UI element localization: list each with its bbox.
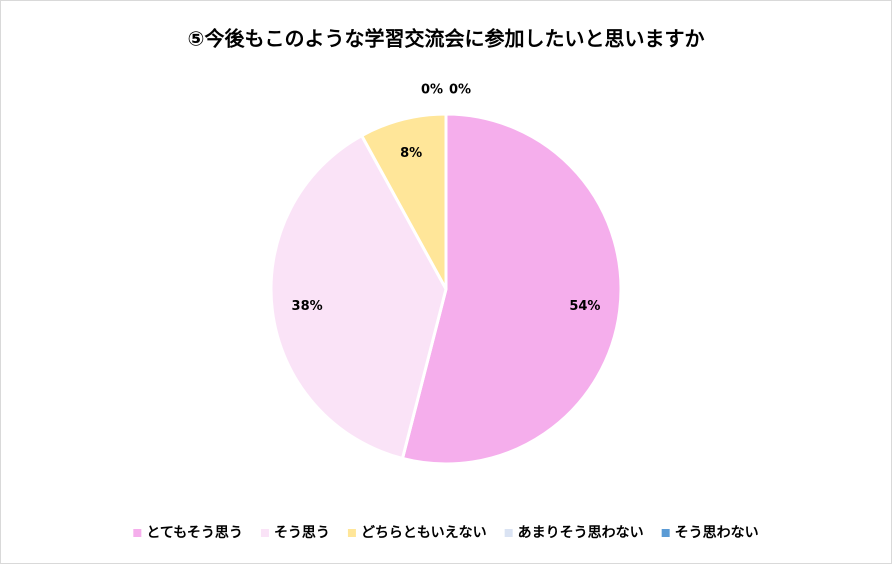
legend: とてもそう思う そう思う どちらともいえない あまりそう思わない そう思わない xyxy=(133,525,759,541)
data-label: 8% xyxy=(400,146,422,161)
chart-title: ⑤今後もこのような学習交流会に参加したいと思いますか xyxy=(188,27,705,51)
legend-marker xyxy=(133,529,142,537)
legend-marker xyxy=(504,529,513,537)
data-label: 0% xyxy=(421,83,443,98)
legend-label: そう思う xyxy=(274,525,330,541)
legend-label: どちらともいえない xyxy=(361,525,487,541)
legend-marker xyxy=(347,529,356,537)
legend-label: あまりそう思わない xyxy=(518,525,644,541)
legend-label: とてもそう思う xyxy=(146,525,243,541)
legend-label: そう思わない xyxy=(675,525,759,541)
pie-slice xyxy=(269,133,448,461)
data-label: 38% xyxy=(292,299,323,314)
legend-marker xyxy=(661,529,670,537)
pie-slice xyxy=(400,112,623,466)
legend-marker xyxy=(260,529,269,537)
data-label: 54% xyxy=(569,299,600,314)
data-label: 0% xyxy=(449,83,471,98)
